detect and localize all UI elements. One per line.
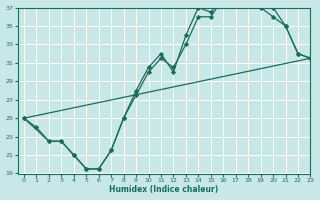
X-axis label: Humidex (Indice chaleur): Humidex (Indice chaleur) [109,185,219,194]
